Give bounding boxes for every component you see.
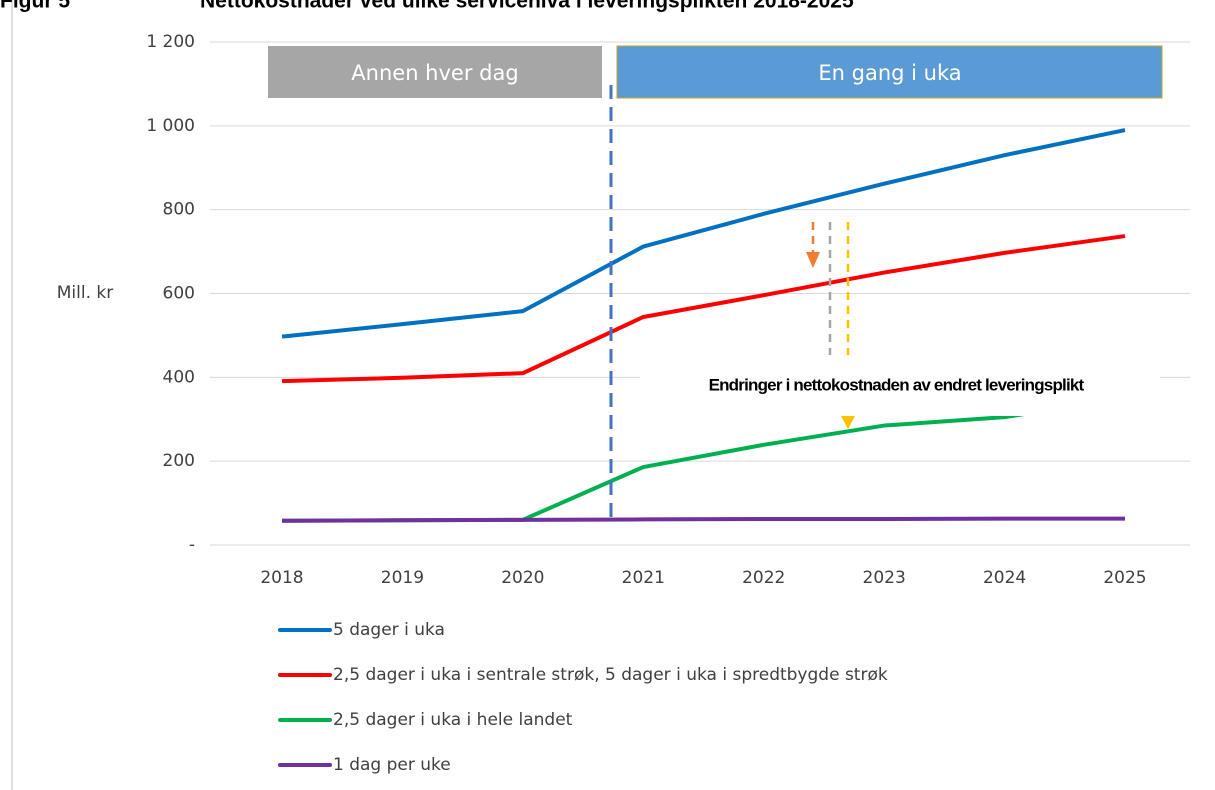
marker-arrow bbox=[841, 416, 855, 429]
y-tick-label: 1 000 bbox=[146, 116, 195, 136]
y-axis-label: Mill. kr bbox=[57, 283, 113, 303]
y-tick-label: 400 bbox=[163, 367, 195, 387]
y-tick-label: 200 bbox=[163, 451, 195, 471]
x-tick-label: 2019 bbox=[381, 568, 424, 588]
y-tick-label: 600 bbox=[163, 284, 195, 304]
banner bbox=[268, 46, 602, 98]
annotation-box bbox=[640, 368, 1160, 416]
x-tick-label: 2024 bbox=[983, 568, 1026, 588]
x-tick-label: 2020 bbox=[501, 568, 544, 588]
series-line bbox=[281, 396, 1126, 523]
legend-label: 2,5 dager i uka i hele landet bbox=[333, 710, 573, 730]
marker-arrow bbox=[806, 252, 820, 268]
banner-label: Annen hver dag bbox=[351, 61, 518, 85]
y-tick-label: - bbox=[189, 535, 195, 555]
x-tick-label: 2022 bbox=[742, 568, 785, 588]
series-line bbox=[281, 128, 1126, 339]
x-tick-label: 2018 bbox=[260, 568, 303, 588]
x-tick-label: 2021 bbox=[622, 568, 665, 588]
grid: - 200 400 600 800 1 000 1 200 2018 2019 2020 2021 2… bbox=[146, 32, 1190, 588]
legend-label: 1 dag per uke bbox=[333, 755, 451, 775]
banner bbox=[616, 45, 1163, 99]
legend-label: 2,5 dager i uka i sentrale strøk, 5 dage… bbox=[333, 665, 888, 685]
y-tick-label: 1 200 bbox=[146, 32, 195, 52]
figure-label: Figur 5 bbox=[0, 0, 70, 13]
chart-title: Nettokostnader ved ulike servicenivå i l… bbox=[200, 0, 854, 13]
annotation: Endringer i nettokostnaden av endret lev… bbox=[709, 375, 1085, 394]
series-line bbox=[281, 234, 1126, 384]
lines bbox=[281, 128, 1126, 523]
series-line bbox=[281, 516, 1125, 523]
x-tick-label: 2023 bbox=[863, 568, 906, 588]
legend-label: 5 dager i uka bbox=[333, 620, 445, 640]
y-tick-label: 800 bbox=[163, 200, 195, 220]
banner-label: En gang i uka bbox=[818, 61, 961, 85]
legend: 5 dager i uka 2,5 dager i uka i sentrale … bbox=[278, 620, 888, 775]
x-tick-label: 2025 bbox=[1103, 568, 1146, 588]
